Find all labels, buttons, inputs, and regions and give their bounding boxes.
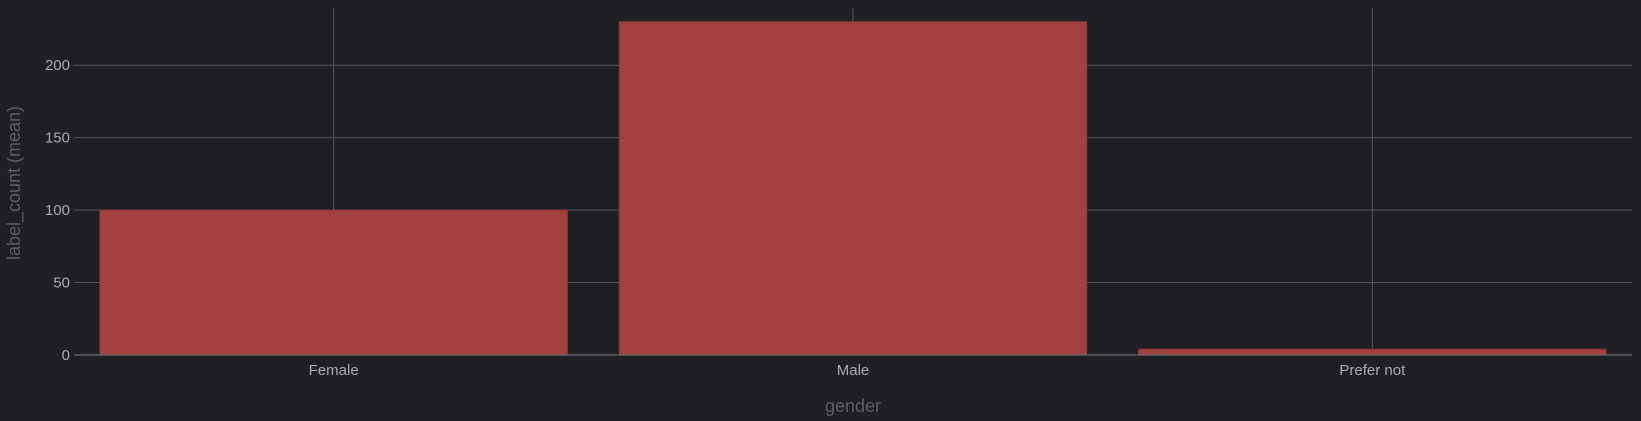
- y-tick-label: 100: [45, 202, 70, 219]
- y-tick-label: 200: [45, 57, 70, 74]
- y-tick-labels: 0 50 100 150 200: [45, 57, 70, 364]
- x-tick-labels: Female Male Prefer not: [309, 362, 1406, 379]
- y-axis-title: label_count (mean): [4, 106, 25, 260]
- bar-female: [99, 209, 568, 356]
- y-tick-label: 0: [62, 347, 70, 364]
- bars: [99, 21, 1607, 356]
- x-tick-label: Female: [309, 362, 359, 379]
- bar-male: [618, 21, 1088, 356]
- bar-prefer-not: [1138, 348, 1607, 356]
- x-axis-title: gender: [825, 396, 881, 416]
- x-tick-label: Prefer not: [1339, 362, 1406, 379]
- y-tick-label: 50: [53, 275, 70, 292]
- x-tick-label: Male: [837, 362, 870, 379]
- y-tick-label: 150: [45, 130, 70, 147]
